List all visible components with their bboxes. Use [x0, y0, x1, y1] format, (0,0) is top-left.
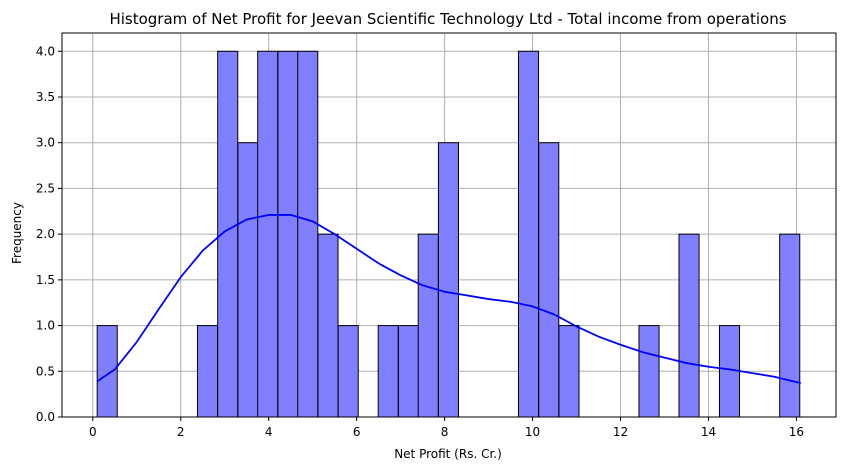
- histogram-bar: [257, 50, 279, 418]
- histogram-bar: [397, 325, 419, 418]
- plot-frame: [61, 32, 837, 418]
- histogram-bar: [297, 50, 319, 418]
- x-tick-label: 6: [353, 425, 361, 439]
- histogram-bar: [337, 325, 359, 418]
- y-tick-label: 3.5: [36, 90, 55, 104]
- x-tick-label: 14: [701, 425, 716, 439]
- histogram-bar: [437, 142, 459, 418]
- y-tick-label: 0.0: [36, 410, 55, 424]
- y-tick-label: 2.0: [36, 227, 55, 241]
- histogram-bar: [538, 142, 560, 418]
- y-tick-label: 3.0: [36, 136, 55, 150]
- x-tick-label: 12: [613, 425, 628, 439]
- histogram-bar: [558, 325, 580, 418]
- histogram-bar: [196, 325, 219, 418]
- x-axis-label: Net Profit (Rs. Cr.): [394, 447, 502, 461]
- x-tick-label: 8: [441, 425, 449, 439]
- y-tick-label: 2.5: [36, 181, 55, 195]
- histogram-bar: [277, 50, 299, 418]
- histogram-bar: [377, 325, 399, 418]
- x-tick-label: 0: [89, 425, 97, 439]
- histogram-bar: [237, 142, 259, 418]
- histogram-bar: [779, 233, 801, 418]
- y-tick-label: 4.0: [36, 44, 55, 58]
- histogram-bar: [417, 233, 439, 418]
- x-tick-label: 16: [789, 425, 804, 439]
- y-tick-label: 1.5: [36, 273, 55, 287]
- x-tick-label: 2: [177, 425, 185, 439]
- histogram-bar: [317, 233, 339, 418]
- x-tick-label: 4: [265, 425, 273, 439]
- histogram-bar: [638, 325, 660, 418]
- histogram-bar: [96, 325, 118, 418]
- y-tick-label: 1.0: [36, 319, 55, 333]
- y-tick-label: 0.5: [36, 364, 55, 378]
- x-tick-label: 10: [525, 425, 540, 439]
- y-axis-label: Frequency: [10, 202, 24, 264]
- kde-line: [96, 214, 802, 385]
- histogram-bar: [678, 233, 700, 418]
- chart-title: Histogram of Net Profit for Jeevan Scien…: [109, 10, 786, 28]
- ticks-layer: 0 2 4 6 8 10 12 14 16 0.0 0.5 1.0 1.5 2.0 2.5 3.0 3.5 4.0: [36, 44, 804, 439]
- histogram-bar: [517, 50, 540, 418]
